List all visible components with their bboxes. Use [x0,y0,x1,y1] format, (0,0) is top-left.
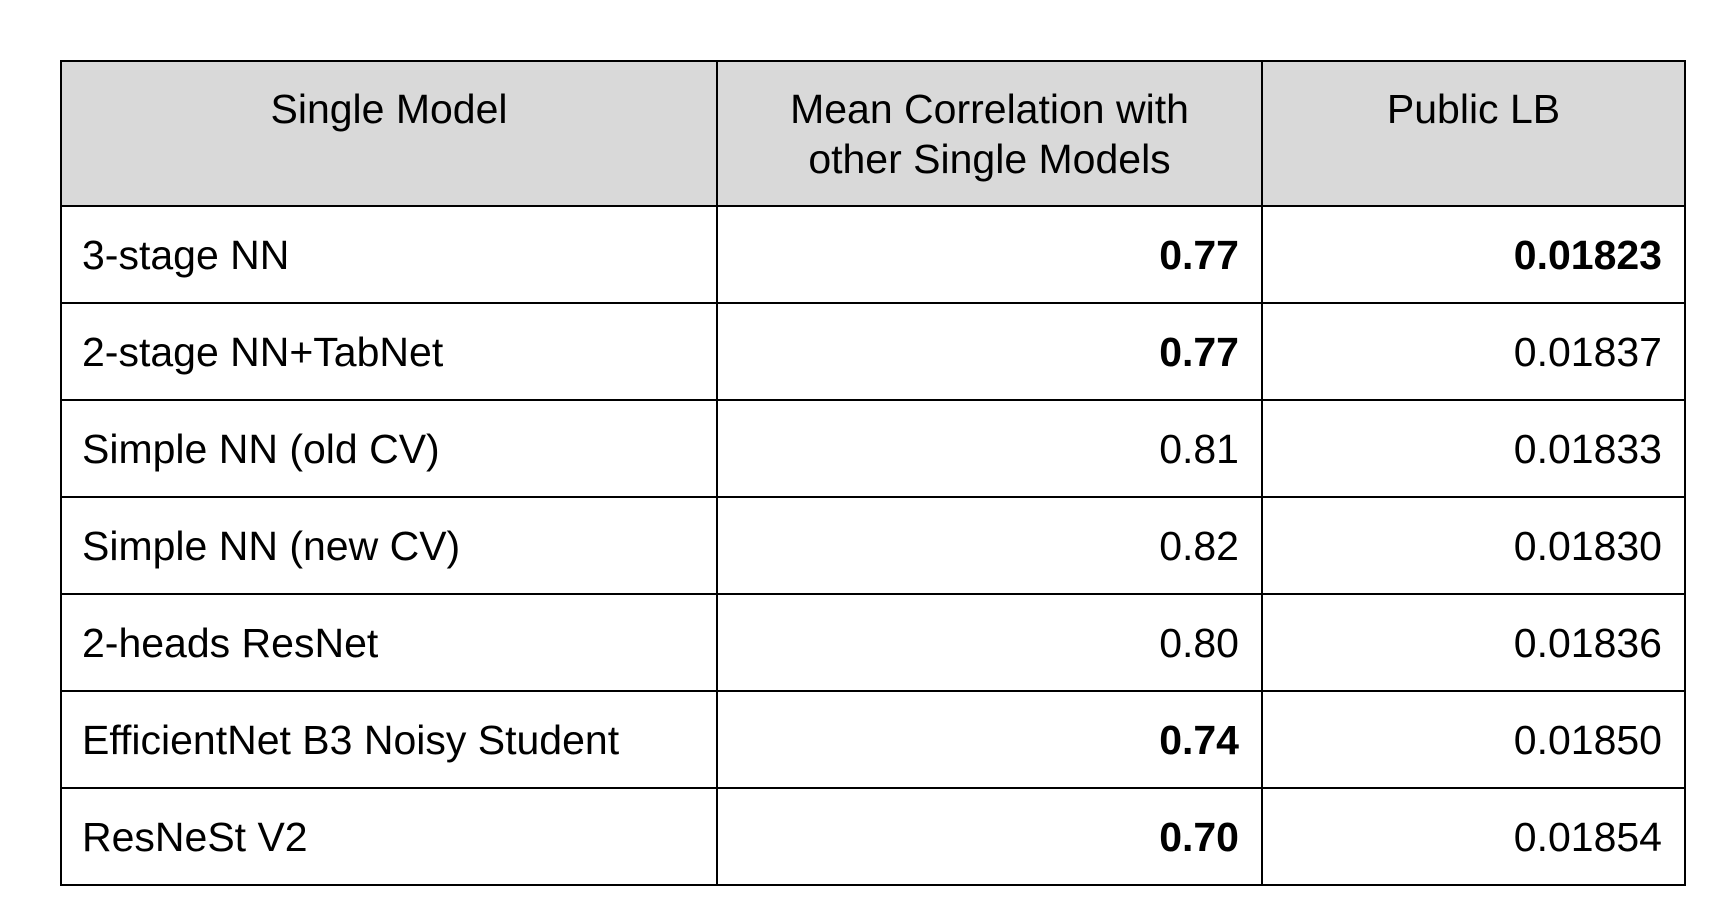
table-body: 3-stage NN 0.77 0.01823 2-stage NN+TabNe… [60,205,1686,886]
results-table-container: Single Model Mean Correlation with other… [60,60,1686,886]
header-row: Single Model Mean Correlation with other… [60,60,1686,207]
cell-model: 3-stage NN [60,205,718,304]
table-row: EfficientNet B3 Noisy Student 0.74 0.018… [60,690,1686,789]
table-row: 2-stage NN+TabNet 0.77 0.01837 [60,302,1686,401]
header-single-model: Single Model [60,60,718,207]
cell-mean-correlation: 0.70 [716,787,1263,886]
cell-model: 2-heads ResNet [60,593,718,692]
cell-public-lb: 0.01854 [1261,787,1686,886]
table-row: Simple NN (new CV) 0.82 0.01830 [60,496,1686,595]
cell-public-lb: 0.01836 [1261,593,1686,692]
cell-mean-correlation: 0.82 [716,496,1263,595]
cell-mean-correlation: 0.77 [716,205,1263,304]
cell-model: Simple NN (new CV) [60,496,718,595]
cell-public-lb: 0.01823 [1261,205,1686,304]
cell-mean-correlation: 0.80 [716,593,1263,692]
header-public-lb: Public LB [1261,60,1686,207]
cell-public-lb: 0.01837 [1261,302,1686,401]
table-row: Simple NN (old CV) 0.81 0.01833 [60,399,1686,498]
cell-public-lb: 0.01833 [1261,399,1686,498]
table-header: Single Model Mean Correlation with other… [60,60,1686,207]
table-row: ResNeSt V2 0.70 0.01854 [60,787,1686,886]
table-row: 3-stage NN 0.77 0.01823 [60,205,1686,304]
cell-model: 2-stage NN+TabNet [60,302,718,401]
header-mean-correlation: Mean Correlation with other Single Model… [716,60,1263,207]
cell-model: Simple NN (old CV) [60,399,718,498]
cell-model: ResNeSt V2 [60,787,718,886]
cell-public-lb: 0.01850 [1261,690,1686,789]
cell-model: EfficientNet B3 Noisy Student [60,690,718,789]
cell-public-lb: 0.01830 [1261,496,1686,595]
model-comparison-table: Single Model Mean Correlation with other… [60,60,1686,886]
cell-mean-correlation: 0.81 [716,399,1263,498]
cell-mean-correlation: 0.74 [716,690,1263,789]
table-row: 2-heads ResNet 0.80 0.01836 [60,593,1686,692]
cell-mean-correlation: 0.77 [716,302,1263,401]
